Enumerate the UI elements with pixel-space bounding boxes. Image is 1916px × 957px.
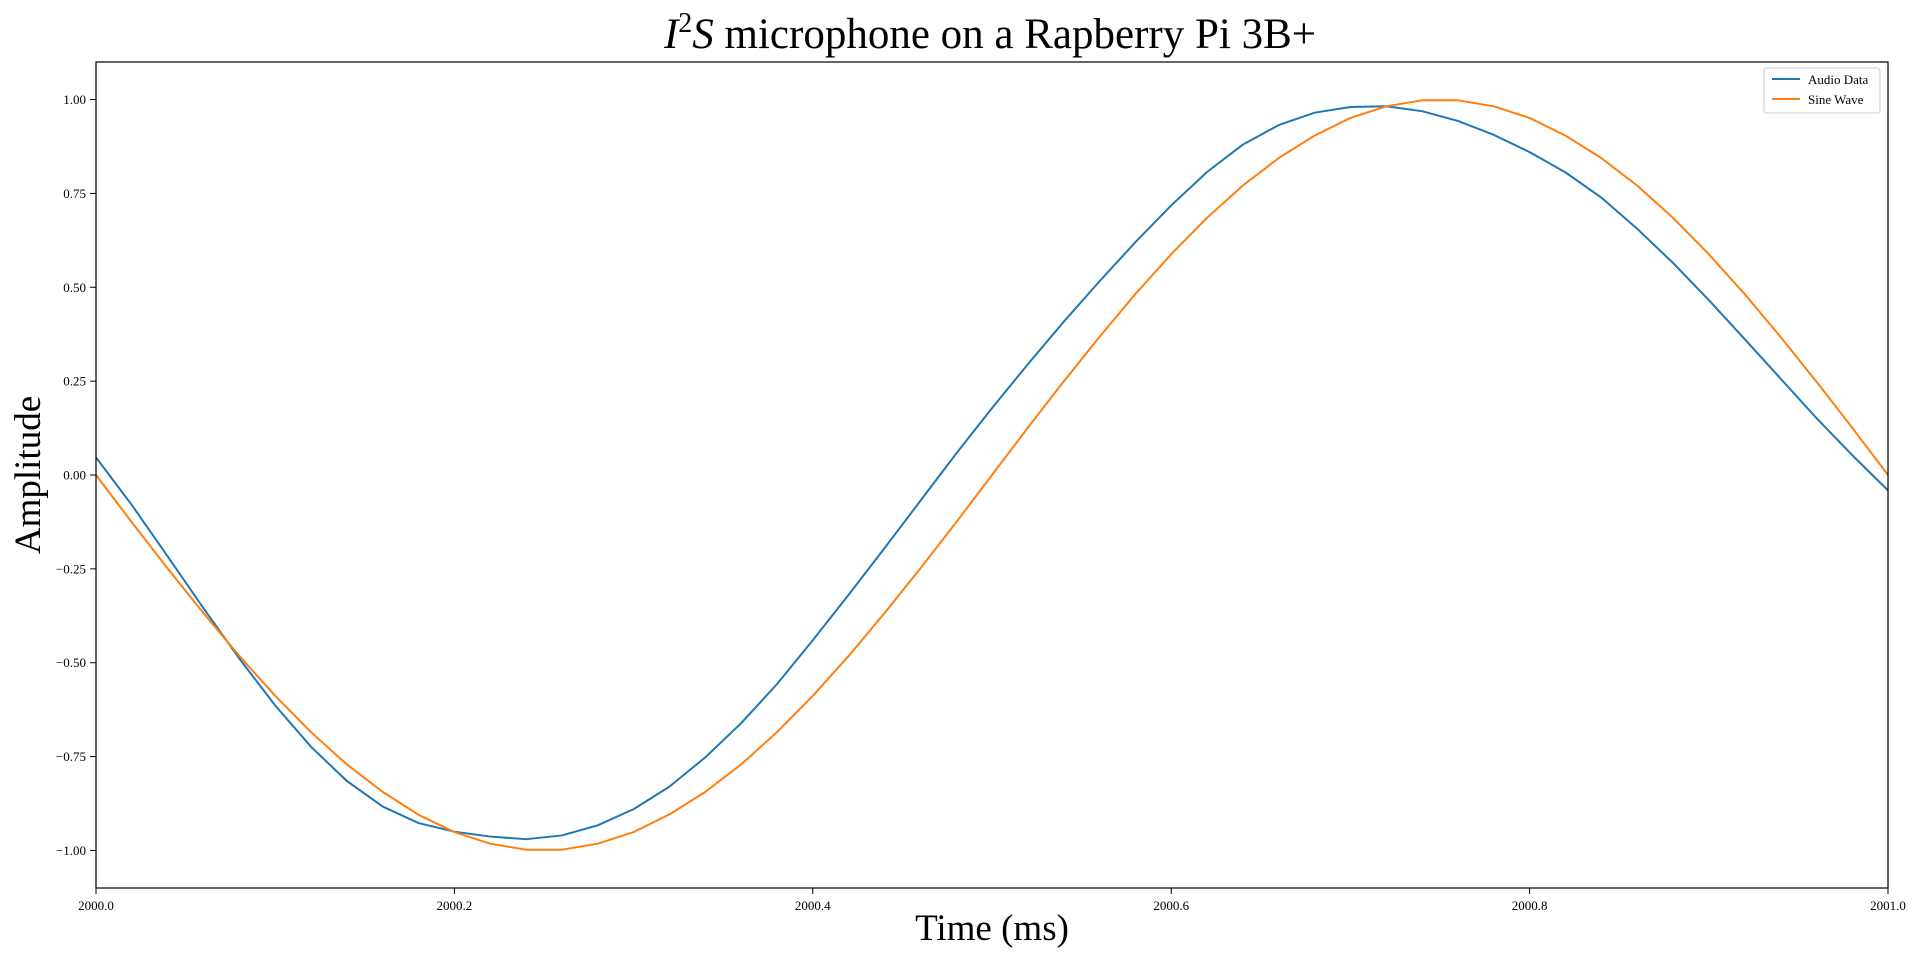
x-tick-label: 2000.0 (78, 898, 114, 913)
x-tick-label: 2001.0 (1870, 898, 1906, 913)
y-tick-label: 0.50 (63, 280, 86, 295)
series-lines (95, 99, 1889, 851)
y-tick-label: −0.50 (56, 655, 86, 670)
chart-title: I2S microphone on a Rapberry Pi 3B+ (663, 8, 1316, 58)
legend-label-audio-data: Audio Data (1808, 72, 1869, 87)
plot-frame (95, 61, 1889, 889)
y-axis-label: Amplitude (8, 396, 49, 554)
y-tick-label: 0.75 (63, 186, 86, 201)
title-italic-s: S (692, 11, 714, 58)
y-axis-ticks: 1.00 0.75 0.50 0.25 0.00 −0.25 −0.50 −0.75 −1.00 (56, 92, 96, 858)
x-tick-label: 2000.4 (795, 898, 831, 913)
y-tick-label: −0.75 (56, 749, 86, 764)
x-tick-label: 2000.2 (437, 898, 473, 913)
legend-label-sine-wave: Sine Wave (1808, 92, 1864, 107)
y-tick-label: 0.00 (63, 468, 86, 483)
y-tick-label: −1.00 (56, 843, 86, 858)
y-tick-label: 1.00 (63, 92, 86, 107)
x-tick-label: 2000.8 (1512, 898, 1548, 913)
x-tick-label: 2000.6 (1153, 898, 1189, 913)
series-line-audio-data (95, 105, 1889, 841)
title-italic-i: I (663, 11, 680, 58)
x-axis-label: Time (ms) (915, 908, 1069, 949)
y-tick-label: −0.25 (56, 561, 86, 576)
y-tick-label: 0.25 (63, 374, 86, 389)
title-superscript: 2 (678, 8, 692, 39)
legend: Audio Data Sine Wave (1763, 67, 1881, 114)
x-axis-ticks: 2000.0 2000.2 2000.4 2000.6 2000.8 2001.0 (78, 888, 1906, 913)
series-line-sine-wave (95, 99, 1889, 851)
title-rest: microphone on a Rapberry Pi 3B+ (714, 11, 1316, 58)
